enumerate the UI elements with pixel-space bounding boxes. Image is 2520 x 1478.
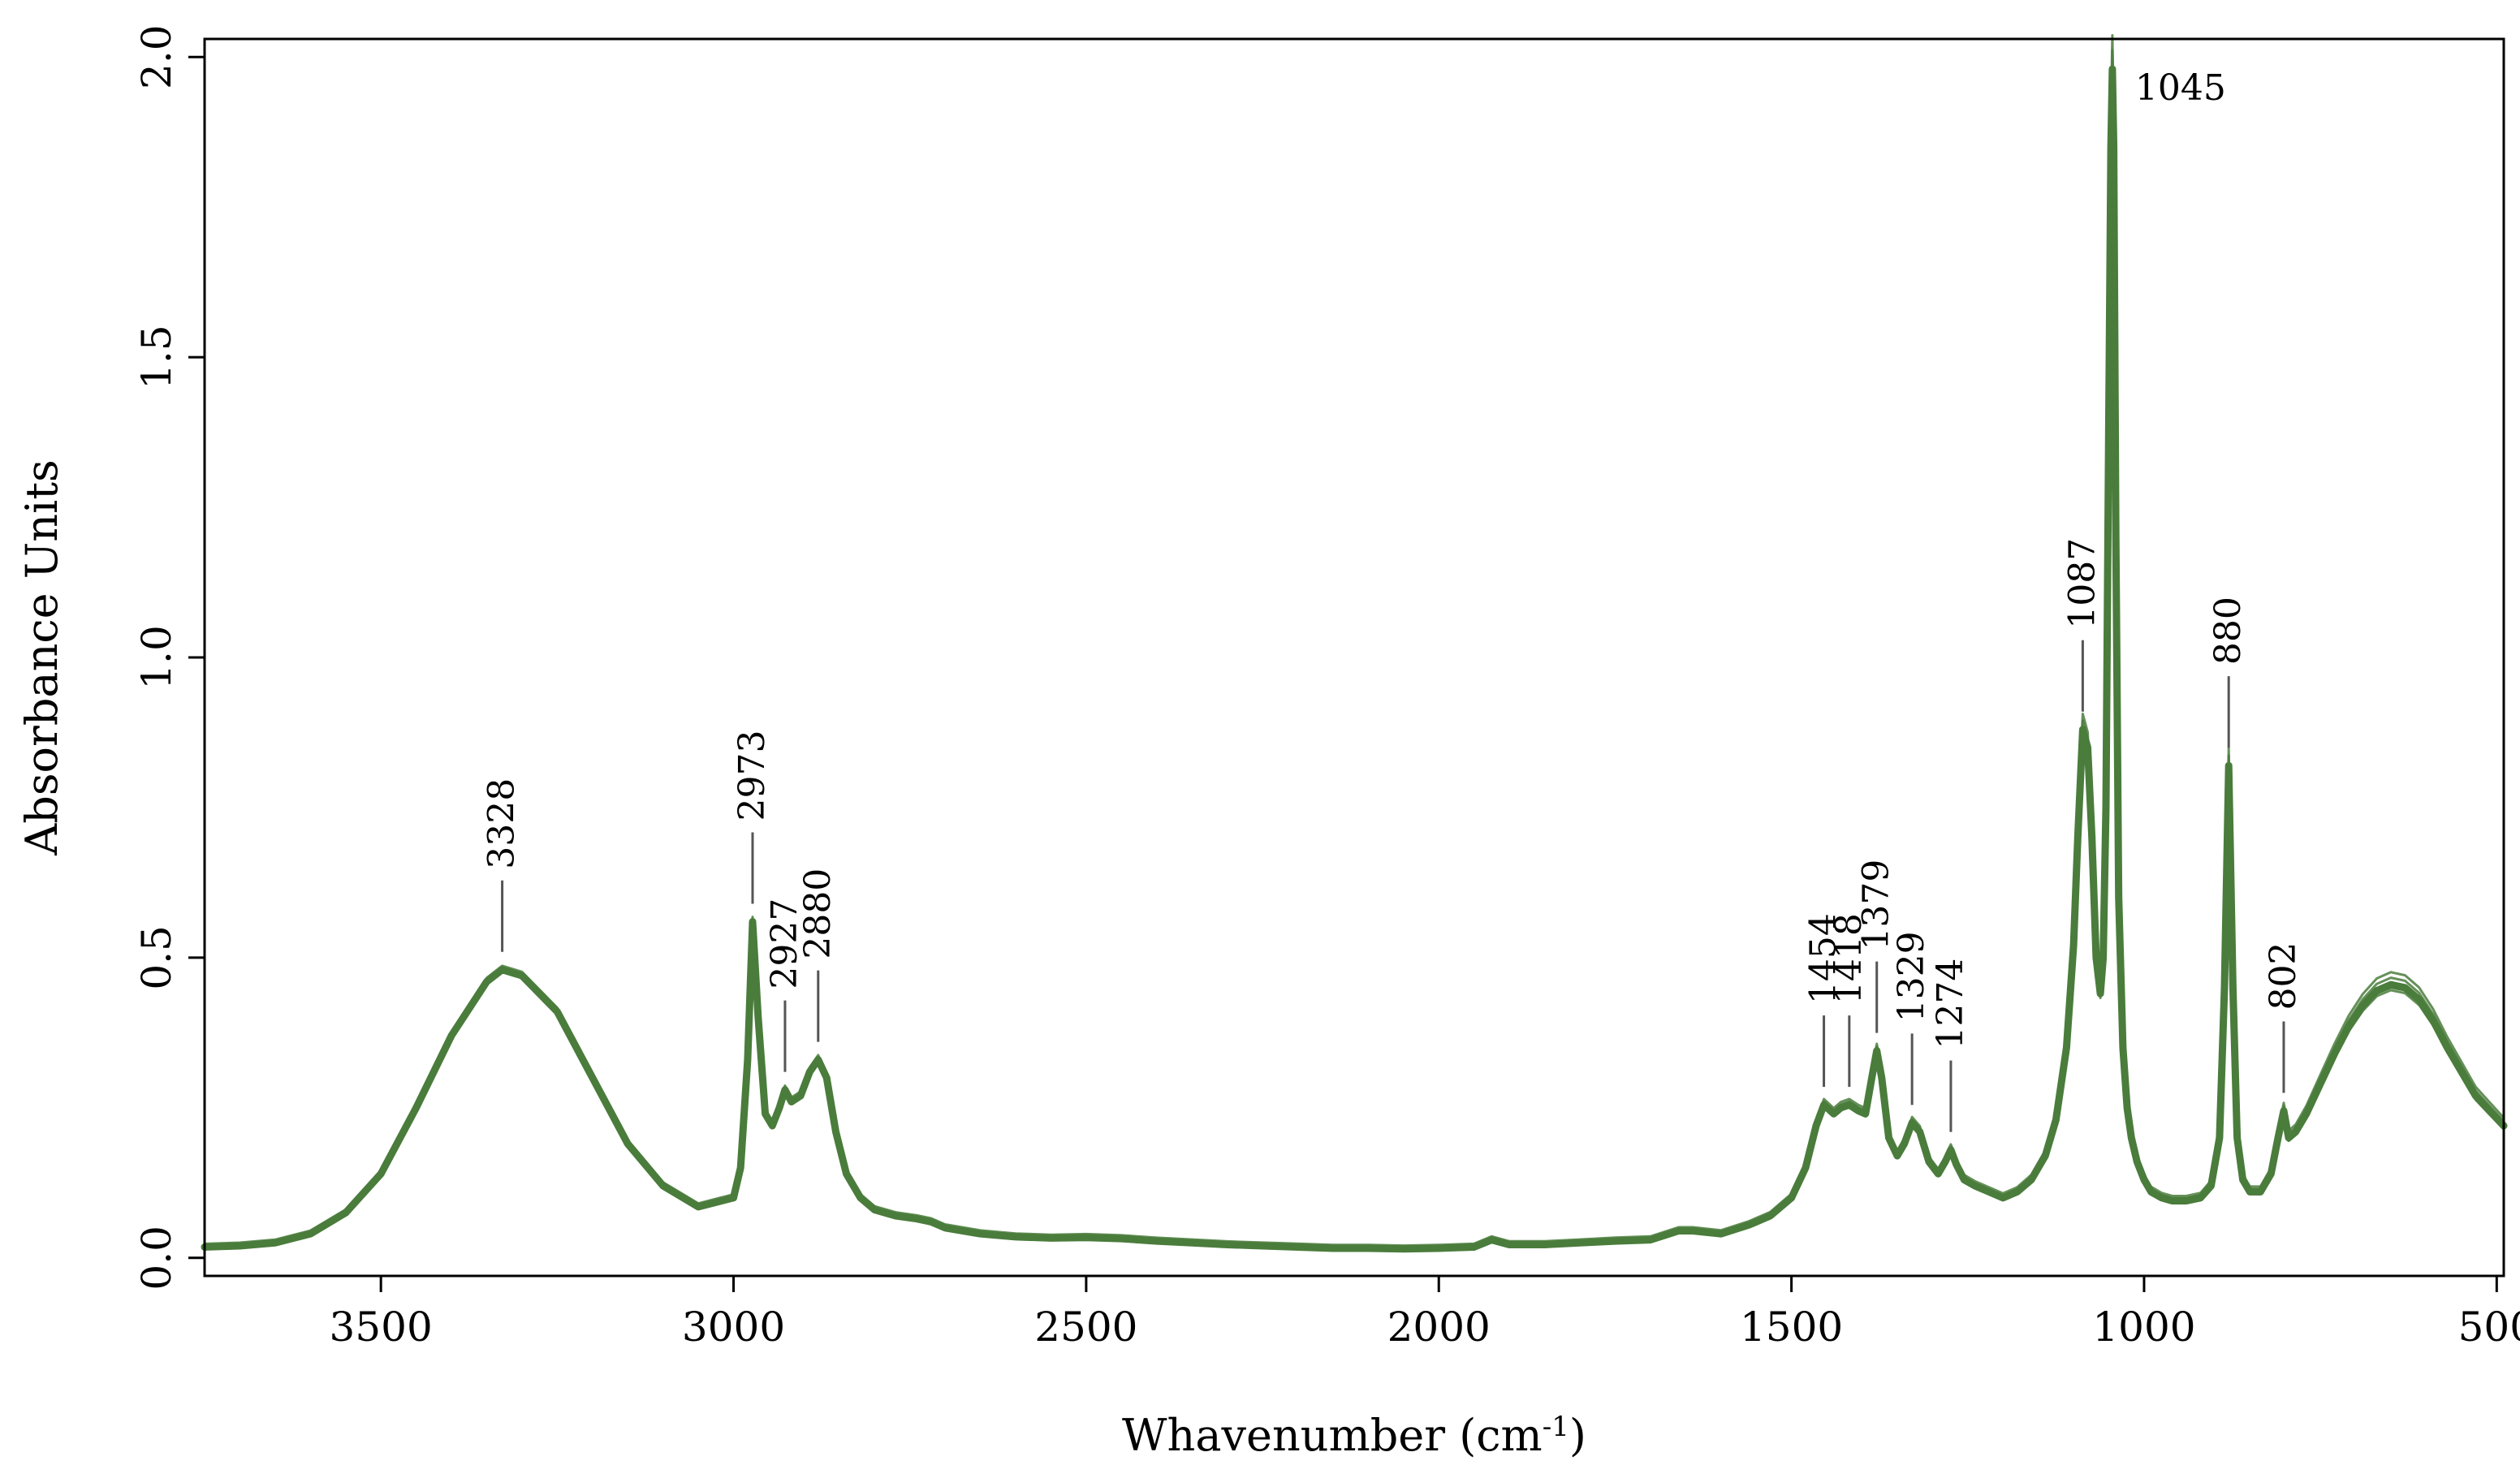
- y-axis: 0.0 0.5 1.0 1.5 2.0: [133, 24, 205, 1291]
- y-axis-title: Absorbance Units: [16, 459, 67, 855]
- peak-label-880: 880: [2207, 597, 2249, 665]
- peak-label-1418: 1418: [1828, 913, 1870, 1004]
- peak-label-802: 802: [2263, 942, 2304, 1010]
- peak-label-2927: 2927: [764, 898, 805, 989]
- plot-frame: [203, 37, 2505, 1278]
- y-tick-label: 2.0: [133, 24, 180, 89]
- x-tick-label: 1000: [2092, 1303, 2195, 1351]
- spectrum-line-1: [201, 65, 2508, 1253]
- x-tick-label: 2500: [1034, 1303, 1137, 1351]
- spectrum-lines: [201, 34, 2508, 1253]
- y-tick-label: 0.5: [133, 925, 180, 990]
- x-tick-label: 500: [2458, 1303, 2520, 1351]
- y-tick-label: 1.5: [133, 325, 180, 390]
- peak-label-2973: 2973: [731, 730, 773, 821]
- peak-label-1379: 1379: [1856, 860, 1897, 950]
- y-tick-label: 0.0: [133, 1226, 180, 1291]
- peak-label-1329: 1329: [1891, 931, 1932, 1022]
- x-tick-label: 3000: [682, 1303, 785, 1351]
- peak-label-3328: 3328: [481, 778, 523, 869]
- x-axis-title: Whavenumber (cm-1): [1122, 1410, 1586, 1461]
- peak-label-1454: 1454: [1803, 913, 1845, 1004]
- peak-label-1045: 1045: [2135, 67, 2226, 109]
- spectrum-line-4: [203, 34, 2505, 1247]
- x-tick-label: 3500: [330, 1303, 433, 1351]
- spectrum-line-5: [203, 75, 2505, 1252]
- peak-label-2880: 2880: [797, 868, 839, 959]
- spectrum-line-2: [203, 49, 2505, 1248]
- y-tick-label: 1.0: [133, 625, 180, 690]
- spectrum-line-3: [203, 82, 2505, 1252]
- peak-label-1274: 1274: [1930, 959, 1971, 1049]
- x-axis: 3500 3000 2500 2000 1500 1000 500: [330, 1276, 2520, 1351]
- x-tick-label: 2000: [1387, 1303, 1491, 1351]
- peak-label-1087: 1087: [2061, 538, 2103, 629]
- x-tick-label: 1500: [1740, 1303, 1843, 1351]
